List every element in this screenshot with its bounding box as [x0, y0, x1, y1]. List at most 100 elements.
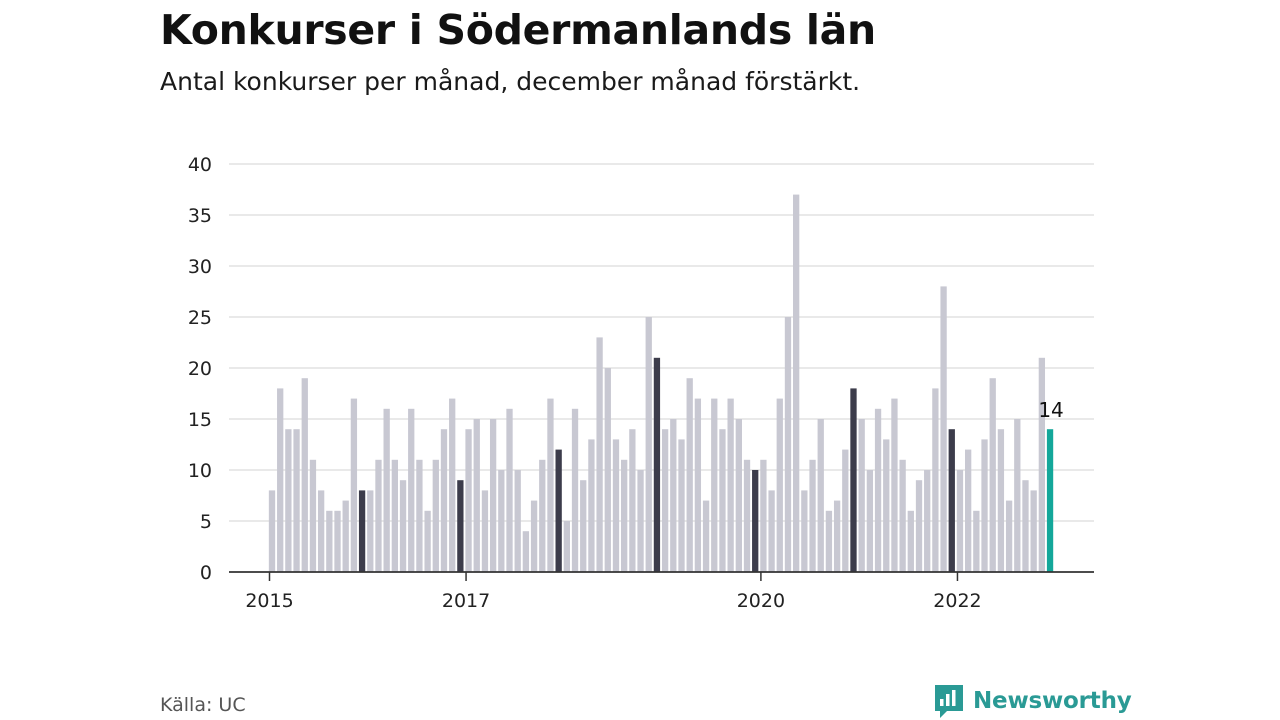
bar — [277, 388, 284, 572]
bar — [793, 194, 800, 572]
brand-logo[interactable]: Newsworthy — [932, 682, 1132, 720]
bar-december — [457, 480, 464, 572]
bar — [440, 429, 448, 572]
bar — [858, 419, 865, 572]
bar — [309, 459, 317, 572]
bar — [342, 500, 349, 572]
bar — [915, 480, 923, 572]
y-tick-label: 30 — [188, 256, 212, 278]
bar — [711, 398, 718, 572]
bar — [784, 317, 792, 572]
bar — [637, 470, 644, 572]
bars — [268, 194, 1054, 572]
y-tick-label: 35 — [188, 205, 212, 227]
bar — [629, 429, 636, 572]
bar — [334, 510, 341, 572]
bar — [506, 408, 513, 572]
x-tick-label: 2020 — [737, 590, 785, 612]
bar — [760, 459, 767, 572]
y-axis-tick-labels: 0 5 10 15 20 25 30 35 40 — [188, 154, 212, 584]
bar-december — [948, 429, 955, 572]
bar — [997, 429, 1005, 572]
bar — [596, 337, 603, 572]
bar — [563, 521, 570, 572]
bar-december — [653, 357, 661, 572]
bar — [514, 470, 521, 572]
y-tick-label: 40 — [188, 154, 212, 176]
x-axis: 2015 2017 2020 2022 — [229, 571, 1094, 612]
bar — [473, 419, 480, 572]
bar — [432, 459, 439, 572]
chart-subtitle: Antal konkurser per månad, december måna… — [160, 67, 861, 96]
bar — [580, 480, 587, 572]
bar — [956, 470, 964, 572]
bar — [989, 378, 996, 572]
bar — [842, 449, 849, 572]
bar — [481, 490, 489, 572]
bar-december — [555, 449, 562, 572]
bar — [588, 439, 595, 572]
bar — [645, 317, 652, 572]
brand-name: Newsworthy — [973, 688, 1132, 714]
bar — [465, 429, 472, 572]
bar — [530, 500, 538, 572]
bar — [399, 480, 407, 572]
bar — [498, 470, 505, 572]
bar-december — [358, 490, 366, 572]
bar — [694, 398, 702, 572]
bar — [571, 408, 579, 572]
bar — [326, 510, 333, 572]
y-tick-label: 20 — [188, 358, 212, 380]
x-tick-label: 2015 — [245, 590, 293, 612]
bar — [1005, 500, 1013, 572]
bar — [743, 459, 751, 572]
bar — [621, 459, 628, 572]
bar-december — [850, 388, 857, 572]
bar — [1022, 480, 1029, 572]
bar — [375, 459, 382, 572]
bar — [981, 439, 988, 572]
y-tick-label: 15 — [188, 409, 212, 431]
bar — [891, 398, 898, 572]
bar — [924, 470, 931, 572]
bar — [702, 500, 710, 572]
bar — [424, 510, 431, 572]
bar — [301, 378, 308, 572]
y-tick-label: 25 — [188, 307, 212, 329]
source-credit: Källa: UC — [160, 694, 246, 716]
bar-december — [752, 470, 759, 572]
bar — [612, 439, 620, 572]
bar — [1030, 490, 1037, 572]
bar — [817, 419, 824, 572]
bar — [866, 470, 874, 572]
latest-value-label: 14 — [1038, 398, 1063, 422]
x-tick-label: 2022 — [933, 590, 981, 612]
bar — [776, 398, 783, 572]
y-tick-label: 10 — [188, 460, 212, 482]
bar — [735, 419, 742, 572]
bar — [293, 429, 300, 572]
newsworthy-logo-icon — [935, 685, 963, 718]
bar — [661, 429, 669, 572]
bar — [317, 490, 325, 572]
bar-latest — [1046, 429, 1054, 572]
annotations: 14 — [1038, 398, 1063, 422]
bar — [940, 286, 947, 572]
bar — [416, 459, 423, 572]
chart-title: Konkurser i Södermanlands län — [160, 6, 876, 54]
bar — [907, 510, 914, 572]
bar — [604, 368, 611, 572]
bar — [965, 449, 972, 572]
bar — [408, 408, 415, 572]
bar — [874, 408, 882, 572]
bar — [833, 500, 841, 572]
bar — [522, 531, 530, 572]
bar — [973, 510, 980, 572]
x-tick-label: 2017 — [442, 590, 490, 612]
bar — [899, 459, 906, 572]
bar — [539, 459, 546, 572]
bar — [350, 398, 358, 572]
bar — [285, 429, 292, 572]
bar — [768, 490, 775, 572]
